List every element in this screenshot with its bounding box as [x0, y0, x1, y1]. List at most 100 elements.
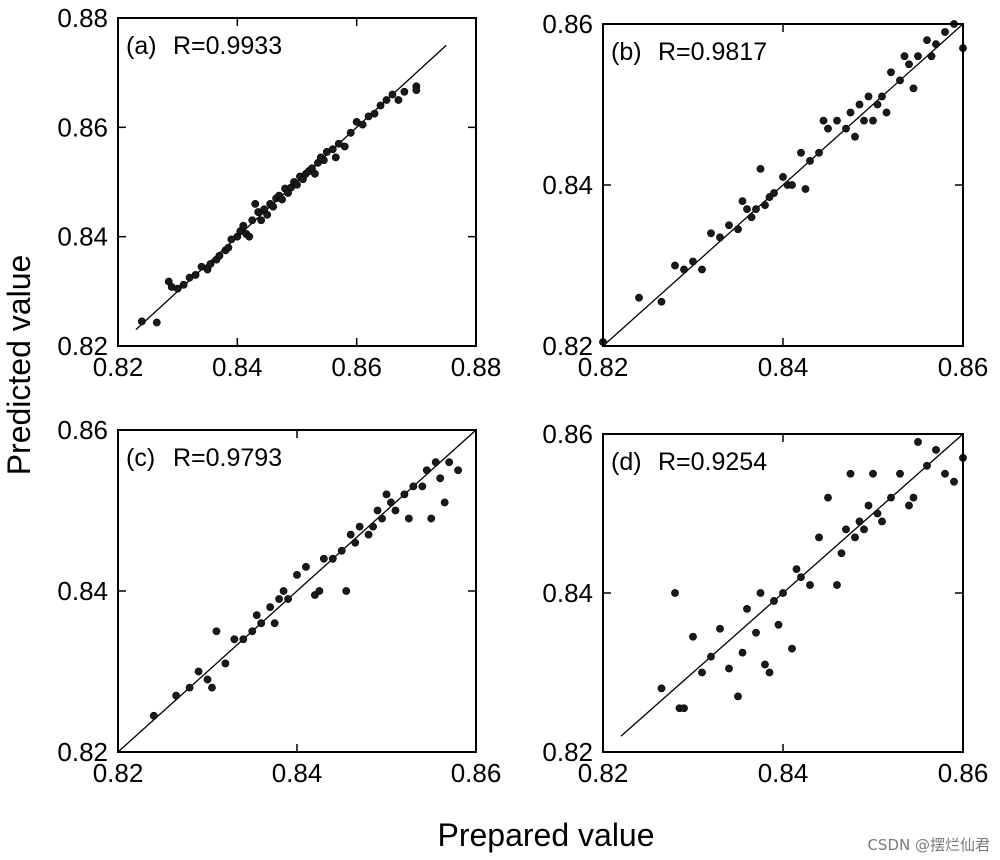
point-c-29 [364, 530, 373, 539]
point-a-50 [340, 142, 349, 151]
point-c-18 [293, 571, 301, 579]
point-a-48 [331, 153, 340, 162]
point-b-7 [707, 229, 715, 238]
point-d-20 [792, 565, 801, 574]
point-c-22 [319, 554, 328, 563]
y-tick-label-d-1: 0.84 [542, 578, 593, 608]
point-d-10 [738, 648, 747, 657]
point-c-11 [252, 611, 261, 620]
point-a-51 [346, 128, 355, 137]
y-tick-label-b-0: 0.82 [542, 331, 593, 361]
point-b-47 [932, 40, 940, 49]
point-c-26 [346, 530, 355, 539]
point-b-11 [738, 197, 747, 205]
point-d-16 [770, 597, 778, 605]
point-d-37 [896, 469, 904, 478]
point-a-20 [245, 232, 254, 241]
plot-frame-d [602, 433, 964, 753]
point-b-14 [752, 205, 760, 214]
point-b-2 [657, 297, 666, 306]
point-b-33 [860, 116, 868, 125]
x-tick-label-c-1: 0.84 [272, 758, 323, 788]
point-d-19 [788, 644, 796, 653]
x-tick-label-b-2: 0.86 [938, 352, 989, 382]
point-a-62 [412, 86, 421, 95]
y-tick-label-a-2: 0.86 [57, 112, 108, 142]
point-d-41 [923, 461, 931, 470]
point-b-19 [779, 173, 787, 181]
point-c-1 [172, 691, 181, 700]
point-d-40 [914, 438, 922, 446]
point-d-4 [689, 632, 697, 641]
point-d-12 [752, 628, 760, 637]
point-d-42 [932, 445, 940, 454]
point-c-46 [454, 466, 462, 475]
point-a-4 [173, 284, 182, 293]
point-a-59 [394, 96, 403, 104]
point-c-27 [351, 538, 360, 547]
fit-line-b [602, 23, 964, 347]
y-tick-label-d-2: 0.86 [542, 419, 593, 449]
point-d-27 [842, 525, 850, 534]
point-d-22 [806, 581, 814, 589]
point-b-10 [734, 225, 742, 234]
point-b-39 [887, 68, 895, 77]
x-tick-label-a-3: 0.88 [451, 352, 502, 382]
point-c-45 [445, 458, 454, 467]
point-d-14 [761, 660, 769, 669]
point-a-24 [257, 216, 266, 225]
point-b-16 [761, 201, 769, 210]
r-annotation-a: R=0.9933 [173, 32, 282, 60]
point-c-33 [382, 490, 391, 499]
point-c-36 [400, 490, 409, 499]
point-d-32 [864, 501, 873, 510]
y-tick-label-a-3: 0.88 [57, 3, 108, 33]
point-a-5 [179, 280, 188, 289]
point-d-29 [851, 533, 859, 542]
point-c-4 [203, 675, 212, 684]
point-b-31 [851, 132, 859, 141]
x-tick-label-d-2: 0.86 [938, 758, 989, 788]
point-c-38 [409, 482, 418, 491]
point-d-44 [950, 477, 958, 486]
point-b-43 [909, 84, 918, 93]
fit-line-c [117, 429, 477, 753]
y-tick-label-c-1: 0.84 [57, 576, 108, 606]
point-c-16 [279, 587, 288, 595]
point-c-12 [257, 619, 266, 628]
point-c-41 [427, 514, 436, 523]
point-c-43 [436, 474, 445, 483]
point-b-37 [878, 92, 886, 101]
point-a-14 [224, 243, 233, 252]
point-c-9 [239, 635, 248, 644]
point-a-22 [251, 199, 260, 208]
point-b-42 [905, 60, 913, 69]
point-d-38 [905, 501, 913, 510]
point-a-45 [319, 156, 328, 165]
point-d-11 [743, 605, 751, 613]
panel-b: 0.82 0.84 0.86 0.82 0.84 0.86 (b) R=0.9817 [542, 9, 988, 382]
point-a-1 [152, 318, 161, 327]
y-tick-label-b-2: 0.86 [542, 9, 593, 39]
r-annotation-b: R=0.9817 [658, 38, 767, 66]
point-b-18 [770, 189, 778, 197]
point-b-27 [824, 124, 832, 133]
point-c-31 [373, 506, 382, 515]
point-d-1 [671, 589, 679, 597]
point-a-36 [293, 180, 301, 189]
point-d-30 [855, 517, 864, 526]
point-d-18 [779, 589, 787, 597]
x-tick-label-c-0: 0.82 [93, 758, 144, 788]
point-b-34 [864, 92, 873, 101]
point-a-21 [248, 216, 257, 225]
point-b-48 [941, 28, 949, 36]
point-d-33 [869, 469, 877, 478]
point-d-35 [878, 517, 886, 526]
point-b-1 [635, 293, 643, 302]
point-c-32 [378, 514, 386, 523]
point-c-3 [194, 667, 203, 676]
point-a-18 [239, 221, 248, 230]
point-a-7 [191, 271, 200, 279]
point-d-28 [846, 469, 855, 478]
